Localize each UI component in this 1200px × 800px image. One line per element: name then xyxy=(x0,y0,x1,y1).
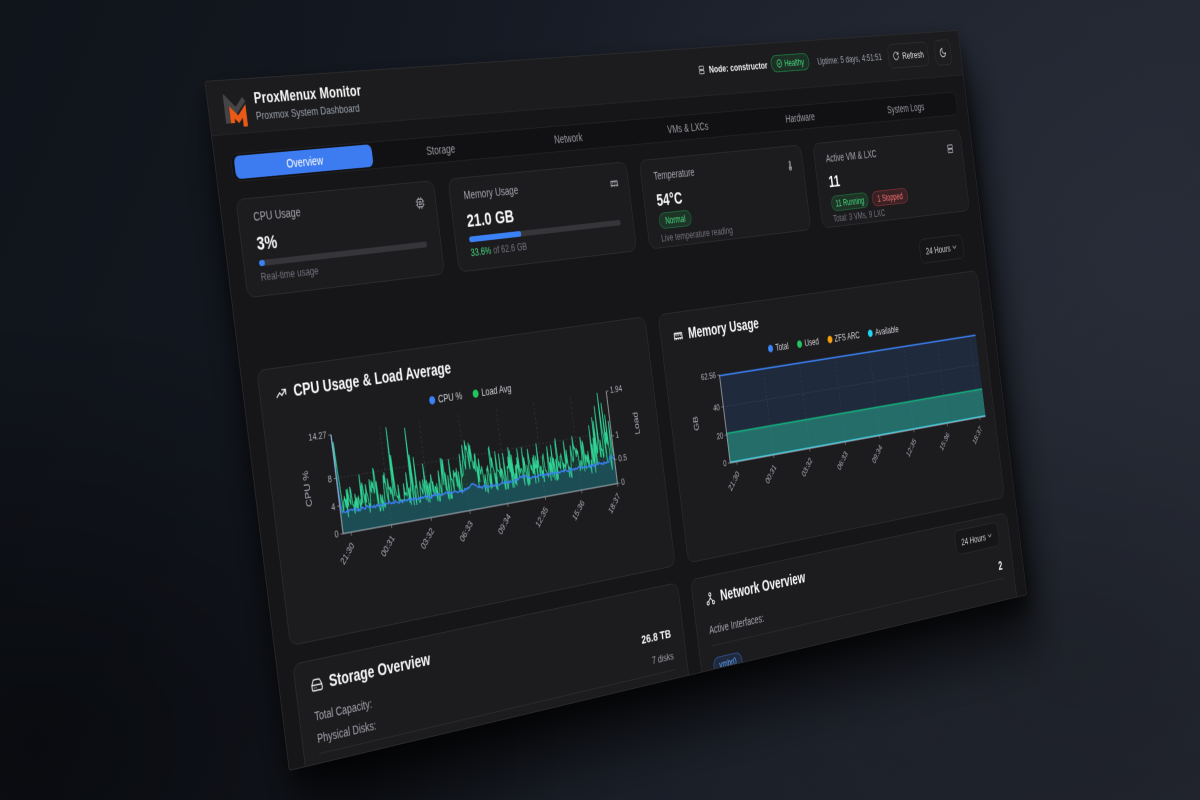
svg-text:06:33: 06:33 xyxy=(458,519,474,544)
svg-text:CPU %: CPU % xyxy=(301,470,314,508)
svg-text:12:35: 12:35 xyxy=(534,505,549,530)
svg-text:21:30: 21:30 xyxy=(339,541,356,567)
svg-text:00:31: 00:31 xyxy=(764,462,778,485)
svg-text:Load: Load xyxy=(632,411,642,435)
svg-text:0.5: 0.5 xyxy=(618,452,628,464)
svg-text:62.56: 62.56 xyxy=(701,371,717,383)
svg-text:0: 0 xyxy=(334,529,339,541)
svg-text:GB: GB xyxy=(692,415,701,431)
svg-text:1.94: 1.94 xyxy=(609,384,622,396)
svg-text:18:37: 18:37 xyxy=(971,424,983,446)
svg-text:1: 1 xyxy=(615,430,620,441)
svg-text:15:36: 15:36 xyxy=(938,430,950,452)
svg-text:00:31: 00:31 xyxy=(379,533,396,559)
svg-text:21:30: 21:30 xyxy=(727,469,741,492)
svg-text:15:36: 15:36 xyxy=(571,498,586,523)
svg-text:06:33: 06:33 xyxy=(836,449,849,472)
svg-text:0: 0 xyxy=(621,477,626,488)
svg-text:09:34: 09:34 xyxy=(497,512,513,537)
svg-text:18:37: 18:37 xyxy=(607,491,622,515)
svg-text:12:35: 12:35 xyxy=(905,437,917,459)
svg-text:0: 0 xyxy=(723,458,727,468)
svg-text:09:34: 09:34 xyxy=(871,443,884,466)
svg-text:8: 8 xyxy=(327,473,332,484)
svg-text:40: 40 xyxy=(713,402,721,413)
svg-text:14.27: 14.27 xyxy=(308,430,327,444)
svg-text:03:32: 03:32 xyxy=(419,526,435,552)
svg-text:20: 20 xyxy=(716,430,724,441)
svg-text:03:32: 03:32 xyxy=(800,456,813,479)
svg-text:4: 4 xyxy=(331,501,336,512)
